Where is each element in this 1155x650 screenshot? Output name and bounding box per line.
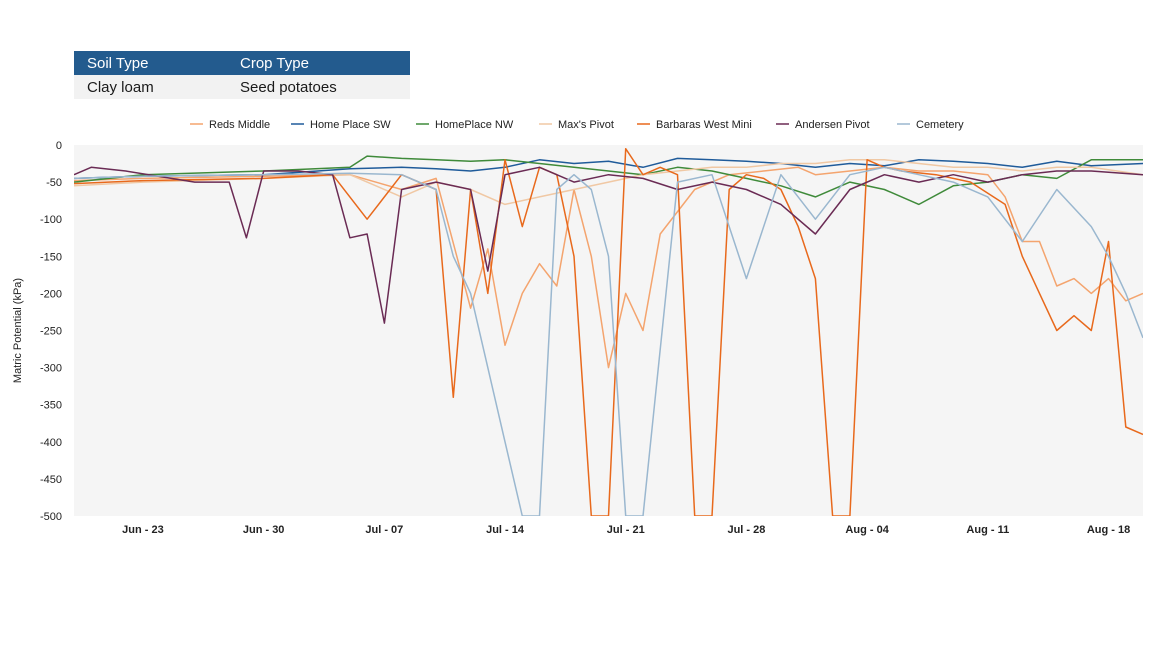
crop-type-value: Seed potatoes bbox=[227, 75, 410, 99]
y-tick-label: -150 bbox=[40, 251, 62, 263]
series-line-home-place-sw bbox=[74, 157, 1143, 180]
y-tick-label: -50 bbox=[46, 177, 62, 189]
legend-item: Reds Middle bbox=[190, 119, 270, 131]
y-tick-label: -500 bbox=[40, 511, 62, 523]
legend-label: Reds Middle bbox=[209, 119, 270, 131]
crop-info-table: Soil Type Crop Type Clay loam Seed potat… bbox=[74, 51, 410, 99]
info-table-header-row: Soil Type Crop Type bbox=[74, 51, 410, 75]
y-tick-label: -100 bbox=[40, 214, 62, 226]
y-tick-label: -350 bbox=[40, 400, 62, 412]
legend-label: Max's Pivot bbox=[558, 119, 614, 131]
legend-item: Barbaras West Mini bbox=[637, 119, 752, 131]
legend-label: HomePlace NW bbox=[435, 119, 514, 131]
matric-potential-chart: Reds Middle Home Place SW HomePlace NW Max'… bbox=[12, 119, 1143, 536]
series-line-homeplace-nw bbox=[74, 155, 1143, 206]
x-tick-label: Jul - 07 bbox=[365, 524, 403, 536]
x-tick-label: Jun - 30 bbox=[243, 524, 285, 536]
x-tick-label: Aug - 18 bbox=[1087, 524, 1130, 536]
y-axis-label: Matric Potential (kPa) bbox=[12, 278, 24, 383]
series-line-reds-middle bbox=[74, 166, 1143, 369]
legend-label: Cemetery bbox=[916, 119, 964, 131]
series-line-max-s-pivot bbox=[74, 159, 1143, 206]
y-tick-label: -400 bbox=[40, 437, 62, 449]
legend-label: Andersen Pivot bbox=[795, 119, 870, 131]
legend-item: Home Place SW bbox=[291, 119, 391, 131]
chart-legend: Reds Middle Home Place SW HomePlace NW Max'… bbox=[190, 119, 964, 131]
x-axis-ticks: Jun - 23 Jun - 30 Jul - 07 Jul - 14 Jul - 21… bbox=[122, 524, 1130, 536]
legend-label: Home Place SW bbox=[310, 119, 391, 131]
soil-type-header: Soil Type bbox=[74, 51, 227, 75]
y-tick-label: -450 bbox=[40, 474, 62, 486]
x-tick-label: Jul - 14 bbox=[486, 524, 525, 536]
x-tick-label: Jul - 21 bbox=[607, 524, 645, 536]
y-tick-label: -300 bbox=[40, 363, 62, 375]
series-line-andersen-pivot bbox=[74, 166, 1143, 324]
legend-item: Max's Pivot bbox=[539, 119, 614, 131]
legend-item: HomePlace NW bbox=[416, 119, 514, 131]
x-tick-label: Aug - 04 bbox=[845, 524, 889, 536]
x-tick-label: Jun - 23 bbox=[122, 524, 164, 536]
info-table-value-row: Clay loam Seed potatoes bbox=[74, 75, 410, 99]
plot-area bbox=[74, 145, 1143, 516]
legend-item: Andersen Pivot bbox=[776, 119, 870, 131]
series-line-cemetery bbox=[74, 166, 1143, 516]
legend-item: Cemetery bbox=[897, 119, 964, 131]
crop-type-header: Crop Type bbox=[227, 51, 410, 75]
series-line-barbaras-west-mini bbox=[74, 147, 1143, 516]
y-tick-label: 0 bbox=[56, 140, 62, 152]
y-tick-label: -200 bbox=[40, 288, 62, 300]
y-axis-ticks: 0 -50 -100 -150 -200 -250 -300 -350 -400 -450 -500 bbox=[40, 140, 62, 523]
x-tick-label: Jul - 28 bbox=[727, 524, 765, 536]
series-lines bbox=[74, 147, 1143, 516]
legend-label: Barbaras West Mini bbox=[656, 119, 752, 131]
soil-type-value: Clay loam bbox=[74, 75, 227, 99]
x-tick-label: Aug - 11 bbox=[966, 524, 1009, 536]
y-tick-label: -250 bbox=[40, 326, 62, 338]
